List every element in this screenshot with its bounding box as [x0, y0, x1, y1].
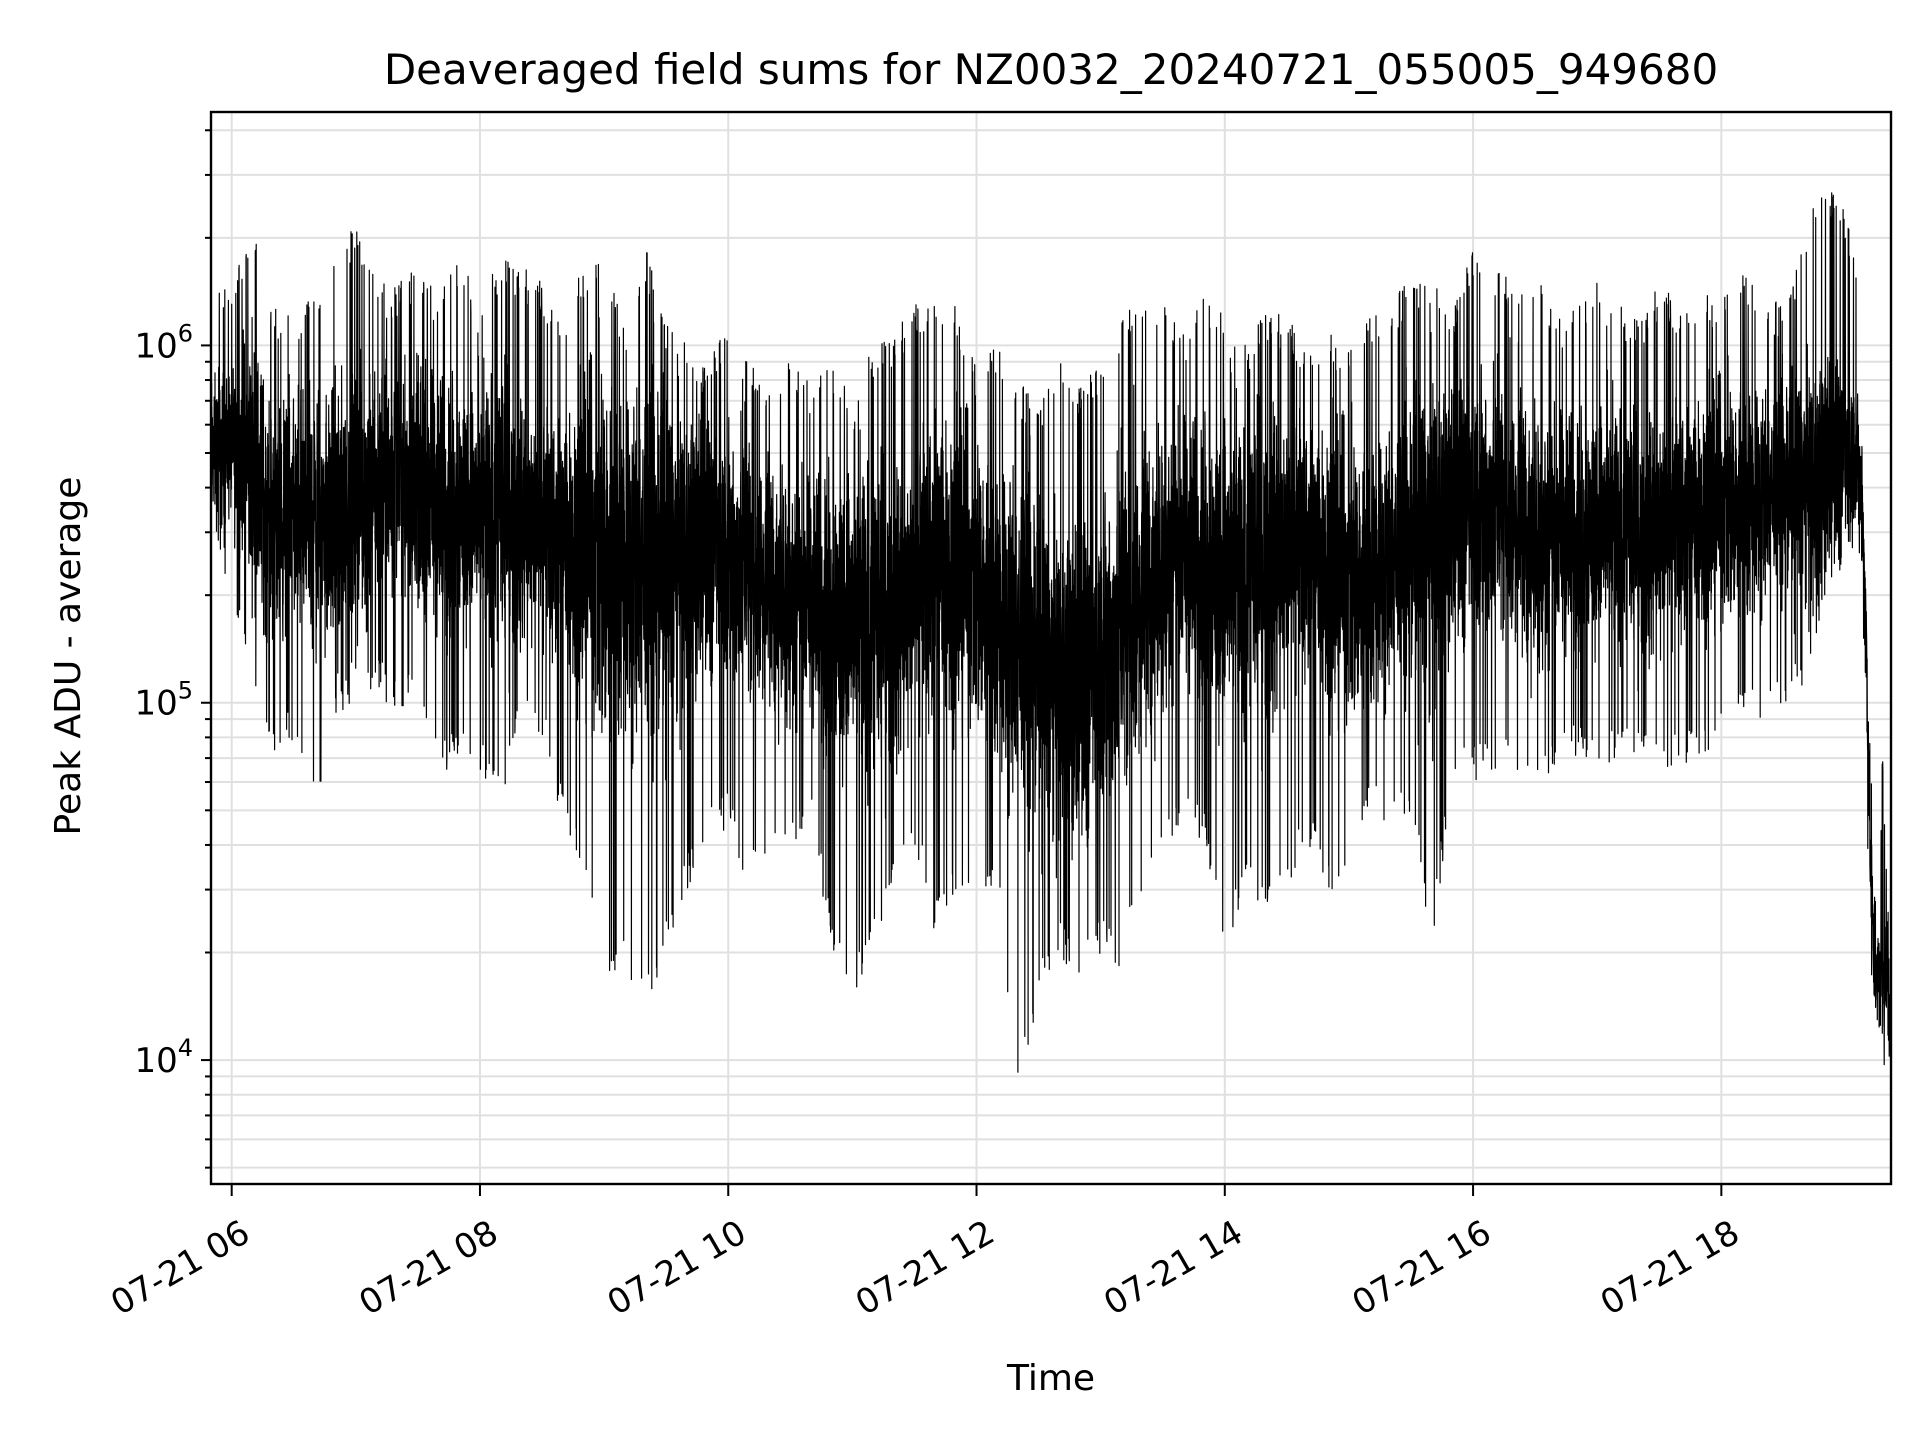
y-tick-label: 105 — [134, 677, 193, 724]
y-tick-base: 10 — [134, 684, 177, 724]
data-layer — [210, 192, 1892, 1073]
series-line — [210, 192, 1892, 1073]
y-tick-base: 10 — [134, 326, 177, 366]
chart-title: Deaveraged field sums for NZ0032_2024072… — [384, 45, 1718, 94]
y-tick-exponent: 5 — [178, 677, 193, 705]
y-tick-exponent: 4 — [178, 1034, 193, 1062]
x-axis-label: Time — [1006, 1358, 1095, 1399]
y-tick-base: 10 — [134, 1041, 177, 1081]
plot-frame — [209, 110, 1893, 1186]
y-tick-label: 104 — [134, 1034, 193, 1081]
y-axis-label: Peak ADU - average — [48, 477, 89, 836]
y-tick-label: 106 — [134, 319, 193, 366]
y-tick-exponent: 6 — [178, 319, 193, 347]
